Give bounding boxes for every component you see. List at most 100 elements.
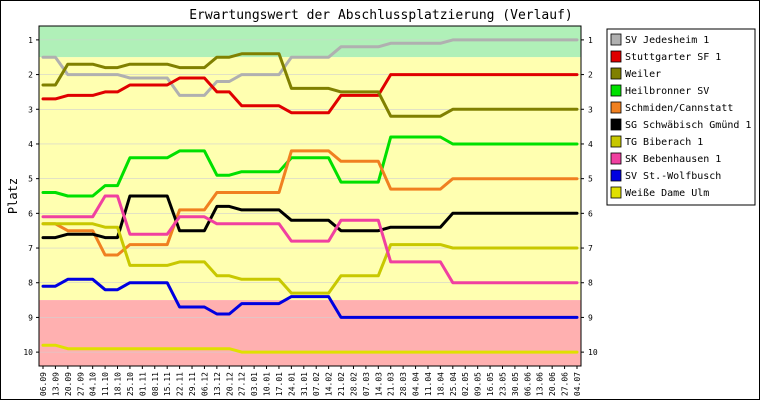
chart-title: Erwartungswert der Abschlussplatzierung … bbox=[189, 8, 573, 23]
x-tick-label: 20.12 bbox=[225, 372, 234, 396]
legend-label: SK Bebenhausen 1 bbox=[625, 154, 721, 165]
legend-label: SV St.-Wolfbusch bbox=[625, 171, 721, 182]
series-line-6 bbox=[41, 222, 579, 295]
series-line-9 bbox=[41, 343, 579, 354]
x-tick-label: 09.05 bbox=[474, 372, 483, 396]
x-tick-label: 11.04 bbox=[424, 372, 433, 396]
y-tick-label-right: 1 bbox=[588, 36, 593, 45]
x-tick-label: 04.07 bbox=[573, 372, 582, 396]
x-tick-label: 18.04 bbox=[436, 372, 445, 396]
y-tick-label: 4 bbox=[28, 140, 33, 149]
x-tick-label: 13.12 bbox=[213, 372, 222, 396]
x-tick-label: 13.09 bbox=[51, 372, 60, 396]
series-line-4 bbox=[41, 149, 579, 257]
legend-label: Weiße Dame Ulm bbox=[625, 188, 709, 199]
legend-swatch bbox=[610, 67, 622, 80]
y-ticks-right: 1 2 3 4 5 6 7 8 9 10 bbox=[581, 36, 598, 357]
y-tick-label: 8 bbox=[28, 279, 33, 288]
y-tick-label-right: 5 bbox=[588, 175, 593, 184]
y-tick-label: 3 bbox=[28, 105, 33, 114]
x-tick-label: 28.03 bbox=[399, 372, 408, 396]
y-tick-label-right: 9 bbox=[588, 313, 593, 322]
x-tick-label: 25.10 bbox=[126, 372, 135, 396]
x-tick-label: 03.01 bbox=[250, 372, 259, 396]
x-tick-label: 29.11 bbox=[188, 372, 197, 396]
legend-swatch bbox=[610, 101, 622, 114]
x-tick-label: 24.01 bbox=[287, 372, 296, 396]
series-line-2 bbox=[41, 52, 579, 118]
y-tick-label-right: 4 bbox=[588, 140, 593, 149]
legend-swatch bbox=[610, 50, 622, 63]
legend-label: SV Jedesheim 1 bbox=[625, 35, 709, 46]
x-tick-label: 10.01 bbox=[263, 372, 272, 396]
legend-label: Schmiden/Cannstatt bbox=[625, 103, 733, 114]
x-tick-label: 22.11 bbox=[176, 372, 185, 396]
legend: SV Jedesheim 1 Stuttgarter SF 1 Weiler Heil… bbox=[606, 28, 756, 206]
x-tick-label: 08.11 bbox=[151, 372, 160, 396]
y-tick-label-right: 2 bbox=[588, 71, 593, 80]
legend-swatch bbox=[610, 84, 622, 97]
legend-swatch bbox=[610, 169, 622, 182]
legend-swatch bbox=[610, 118, 622, 131]
zone-0 bbox=[39, 26, 581, 58]
y-tick-label-right: 3 bbox=[588, 105, 593, 114]
legend-box bbox=[606, 28, 756, 206]
y-tick-label: 1 bbox=[28, 36, 33, 45]
x-tick-label: 27.09 bbox=[76, 372, 85, 396]
y-tick-label: 9 bbox=[28, 313, 33, 322]
y-tick-label-right: 6 bbox=[588, 209, 593, 218]
series-line-3 bbox=[41, 135, 579, 198]
x-tick-label: 21.03 bbox=[387, 372, 396, 396]
y-tick-label: 2 bbox=[28, 71, 33, 80]
zone-2 bbox=[39, 300, 581, 366]
series-line-0 bbox=[41, 38, 579, 97]
y-tick-label: 10 bbox=[23, 348, 33, 357]
y-tick-label: 6 bbox=[28, 209, 33, 218]
plot-border bbox=[38, 25, 582, 367]
y-ticks-left: 1 2 3 4 5 6 7 8 9 10 bbox=[23, 36, 39, 357]
x-tick-label: 06.12 bbox=[200, 372, 209, 396]
x-tick-label: 07.03 bbox=[362, 372, 371, 396]
legend-label: Heilbronner SV bbox=[625, 86, 709, 97]
x-tick-label: 07.02 bbox=[312, 372, 321, 396]
x-tick-label: 30.05 bbox=[511, 372, 520, 396]
legend-label: TG Biberach 1 bbox=[625, 137, 703, 148]
x-tick-label: 04.10 bbox=[89, 372, 98, 396]
x-tick-label: 01.11 bbox=[138, 372, 147, 396]
x-tick-label: 20.06 bbox=[548, 372, 557, 396]
x-tick-label: 18.10 bbox=[114, 372, 123, 396]
legend-swatch bbox=[610, 152, 622, 165]
x-tick-label: 02.05 bbox=[461, 372, 470, 396]
x-tick-label: 31.01 bbox=[300, 372, 309, 396]
x-tick-label: 11.10 bbox=[101, 372, 110, 396]
legend-swatch bbox=[610, 135, 622, 148]
x-tick-label: 06.06 bbox=[523, 372, 532, 396]
x-tick-label: 27.06 bbox=[561, 372, 570, 396]
x-tick-label: 25.04 bbox=[449, 372, 458, 396]
x-tick-label: 27.12 bbox=[238, 372, 247, 396]
x-tick-label: 28.02 bbox=[349, 372, 358, 396]
series-lines bbox=[41, 38, 579, 354]
series-line-1 bbox=[41, 73, 579, 115]
series-line-8 bbox=[41, 277, 579, 319]
legend-label: Weiler bbox=[625, 69, 661, 80]
x-tick-label: 21.02 bbox=[337, 372, 346, 396]
legend-label: Stuttgarter SF 1 bbox=[625, 52, 721, 63]
x-tick-label: 14.03 bbox=[374, 372, 383, 396]
x-ticks: 06.09 13.09 20.09 27.09 04.10 11.10 18.10 25.10… bbox=[39, 366, 582, 396]
y-axis-label: Platz bbox=[6, 178, 20, 214]
x-tick-label: 20.09 bbox=[64, 372, 73, 396]
x-tick-label: 14.02 bbox=[325, 372, 334, 396]
x-tick-label: 13.06 bbox=[536, 372, 545, 396]
background-zones bbox=[39, 26, 581, 366]
y-tick-label-right: 10 bbox=[588, 348, 598, 357]
legend-label: SG Schwäbisch Gmünd 1 bbox=[625, 120, 751, 131]
y-tick-label-right: 8 bbox=[588, 279, 593, 288]
x-tick-label: 06.09 bbox=[39, 372, 48, 396]
x-tick-label: 04.04 bbox=[412, 372, 421, 396]
y-tick-label: 5 bbox=[28, 175, 33, 184]
x-tick-label: 17.01 bbox=[275, 372, 284, 396]
x-tick-label: 15.11 bbox=[163, 372, 172, 396]
